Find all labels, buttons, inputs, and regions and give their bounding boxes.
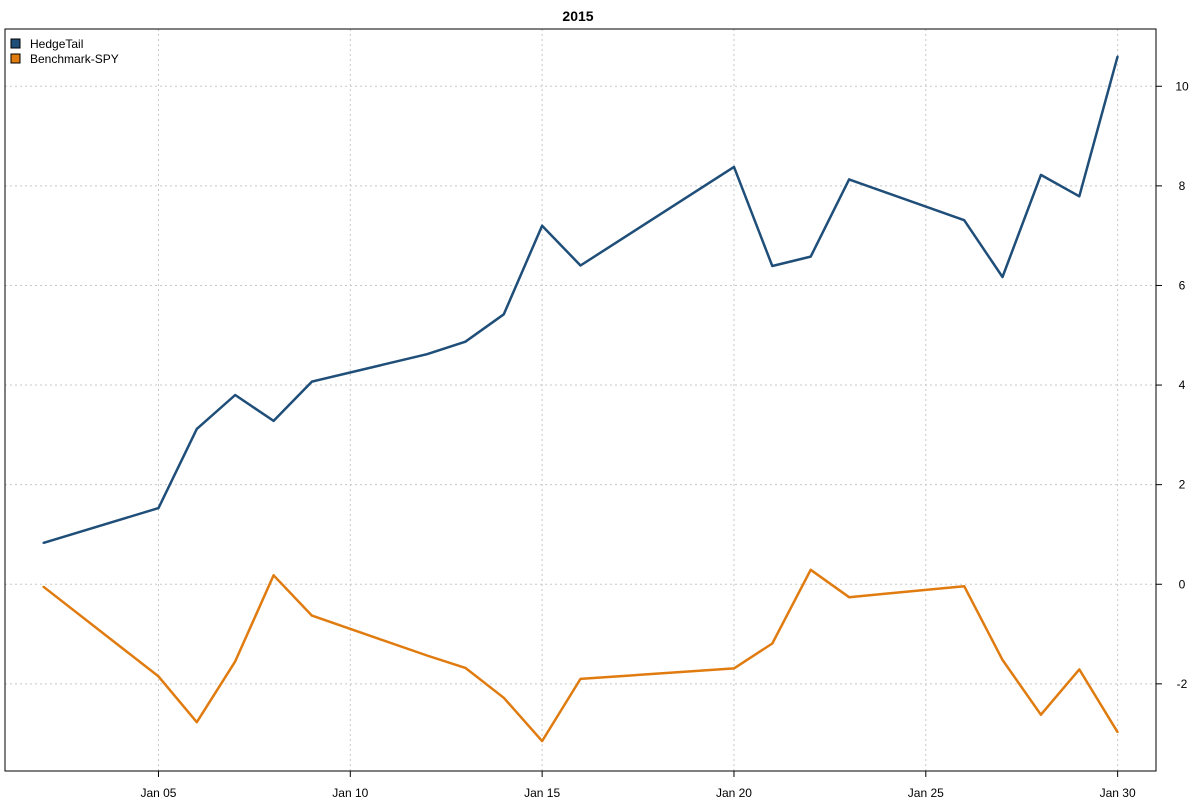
data-point <box>541 224 544 227</box>
y-axis: -2 0 2 4 6 8 10 <box>1156 79 1189 691</box>
data-point <box>732 667 735 670</box>
data-point <box>579 264 582 267</box>
x-axis: Jan 05 Jan 10 Jan 15 Jan 20 Jan 25 Jan 30 <box>140 771 1136 800</box>
chart-title: 2015 <box>562 8 593 24</box>
data-point <box>195 427 198 430</box>
data-point <box>464 340 467 343</box>
x-tick-label: Jan 05 <box>140 786 176 800</box>
legend-swatch <box>10 53 21 64</box>
data-point <box>272 574 275 577</box>
data-point <box>502 696 505 699</box>
data-point <box>195 721 198 724</box>
data-point <box>234 394 237 397</box>
data-point <box>579 677 582 680</box>
legend-swatch <box>10 38 21 49</box>
data-point <box>310 380 313 383</box>
data-point <box>963 585 966 588</box>
series-lines <box>42 55 1119 743</box>
legend-label: HedgeTail <box>30 37 83 51</box>
y-tick-label: 4 <box>1179 378 1186 392</box>
data-point <box>234 660 237 663</box>
data-point <box>1001 275 1004 278</box>
data-point <box>1078 195 1081 198</box>
data-point <box>42 585 45 588</box>
plot-frame <box>4 28 1157 772</box>
y-tick-label: 0 <box>1179 577 1186 591</box>
data-point <box>809 255 812 258</box>
legend-label: Benchmark-SPY <box>30 52 119 66</box>
data-point <box>541 740 544 743</box>
data-point <box>310 614 313 617</box>
y-tick-label: 10 <box>1175 79 1189 93</box>
data-point <box>157 507 160 510</box>
data-point <box>1116 731 1119 734</box>
data-point <box>848 178 851 181</box>
y-tick-label: 8 <box>1179 179 1186 193</box>
x-tick-label: Jan 10 <box>332 786 368 800</box>
grid <box>5 29 1156 771</box>
data-point <box>272 419 275 422</box>
y-tick-label: 2 <box>1179 478 1186 492</box>
data-point <box>1116 55 1119 58</box>
data-point <box>464 666 467 669</box>
data-point <box>1039 173 1042 176</box>
data-point <box>771 265 774 268</box>
data-point <box>426 353 429 356</box>
data-point <box>1001 658 1004 661</box>
data-point <box>963 219 966 222</box>
x-tick-label: Jan 15 <box>524 786 560 800</box>
y-tick-label: 6 <box>1179 278 1186 292</box>
x-tick-label: Jan 20 <box>716 786 752 800</box>
data-point <box>1078 668 1081 671</box>
x-tick-label: Jan 25 <box>908 786 944 800</box>
data-point <box>771 642 774 645</box>
y-tick-label: -2 <box>1177 677 1188 691</box>
series-line-hedgetail <box>43 56 1119 545</box>
data-point <box>426 654 429 657</box>
series-line-benchmark-spy <box>42 568 1119 743</box>
data-point <box>502 313 505 316</box>
data-point <box>42 541 45 544</box>
data-point <box>848 596 851 599</box>
data-point <box>809 568 812 571</box>
data-point <box>1039 713 1042 716</box>
x-tick-label: Jan 30 <box>1100 786 1136 800</box>
data-point <box>732 165 735 168</box>
data-point <box>157 675 160 678</box>
